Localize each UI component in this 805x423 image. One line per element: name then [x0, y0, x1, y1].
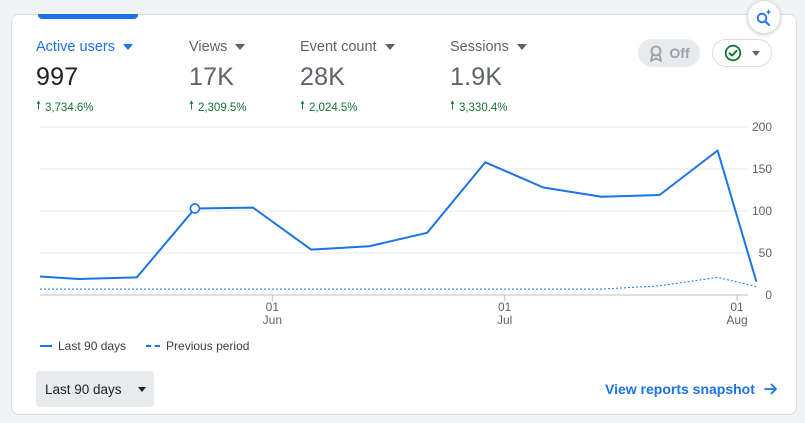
- overview-card: [11, 14, 797, 415]
- metric-event-count[interactable]: Event count 28K 🠕 2,024.5%: [300, 38, 395, 117]
- x-tick-month: Jun: [263, 313, 282, 327]
- metric-active-users[interactable]: Active users 997 🠕 3,734.6%: [36, 38, 133, 117]
- metric-value: 28K: [300, 63, 346, 91]
- metric-views[interactable]: Views 17K 🠕 2,309.5%: [189, 38, 247, 117]
- insights-button[interactable]: [747, 0, 781, 34]
- chart-legend: Last 90 days Previous period: [40, 339, 249, 353]
- legend-item-previous-period: Previous period: [146, 339, 249, 353]
- y-tick-label: 100: [752, 204, 772, 218]
- metric-change: 3,734.6%: [44, 101, 94, 114]
- x-tick-month: Jul: [497, 313, 512, 327]
- caret-down-icon[interactable]: [516, 44, 527, 50]
- date-range-label: Last 90 days: [45, 381, 122, 397]
- metric-value: 1.9K: [450, 63, 503, 91]
- legend-swatch-dashed: [146, 345, 161, 347]
- metric-change: 2,024.5%: [308, 101, 358, 114]
- check-circle-icon: [724, 44, 742, 62]
- y-tick-label: 50: [759, 246, 773, 260]
- insights-search-sparkle-icon: [756, 9, 772, 26]
- caret-down-icon[interactable]: [235, 44, 246, 50]
- arrow-right-icon: [764, 383, 777, 395]
- x-tick-day: 01: [730, 300, 744, 314]
- x-tick-day: 01: [498, 300, 512, 314]
- comparison-button[interactable]: [712, 39, 772, 67]
- metric-label: Event count: [300, 39, 377, 55]
- metric-change: 2,309.5%: [197, 101, 247, 114]
- metric-label: Sessions: [450, 39, 509, 55]
- y-tick-label: 0: [765, 288, 772, 302]
- caret-down-icon: [752, 50, 760, 56]
- x-tick-month: Aug: [726, 313, 747, 327]
- date-range-select[interactable]: Last 90 days: [36, 371, 154, 407]
- snapshot-link-label: View reports snapshot: [605, 381, 755, 397]
- toggle-label: Off: [669, 45, 690, 61]
- y-tick-label: 150: [752, 162, 772, 176]
- y-tick-label: 200: [752, 120, 772, 134]
- arrow-up-icon: 🠕: [300, 100, 305, 112]
- legend-item-last-90-days: Last 90 days: [40, 339, 126, 353]
- series-line-last-90-days: [39, 149, 758, 282]
- active-metric-indicator: [38, 14, 138, 19]
- metric-change: 3,330.4%: [458, 101, 508, 114]
- caret-down-icon: [137, 386, 146, 392]
- arrow-up-icon: 🠕: [189, 100, 194, 112]
- metric-value: 997: [36, 63, 79, 91]
- series-line-previous-period: [40, 276, 757, 290]
- data-point-marker: [189, 203, 201, 214]
- metric-label: Active users: [36, 39, 115, 55]
- caret-down-icon[interactable]: [384, 44, 395, 50]
- anomaly-toggle[interactable]: Off: [638, 39, 700, 67]
- arrow-up-icon: 🠕: [450, 100, 455, 112]
- award-ribbon-icon: [650, 45, 663, 62]
- metric-sessions[interactable]: Sessions 1.9K 🠕 3,330.4%: [450, 38, 527, 117]
- x-tick-day: 01: [266, 300, 280, 314]
- metric-value: 17K: [189, 63, 235, 91]
- legend-swatch-solid: [40, 345, 52, 347]
- caret-down-icon[interactable]: [122, 44, 133, 50]
- metric-label: Views: [189, 39, 228, 55]
- arrow-up-icon: 🠕: [36, 100, 41, 112]
- legend-label: Last 90 days: [58, 339, 127, 353]
- legend-label: Previous period: [166, 339, 250, 353]
- view-reports-snapshot-link[interactable]: View reports snapshot: [605, 381, 778, 397]
